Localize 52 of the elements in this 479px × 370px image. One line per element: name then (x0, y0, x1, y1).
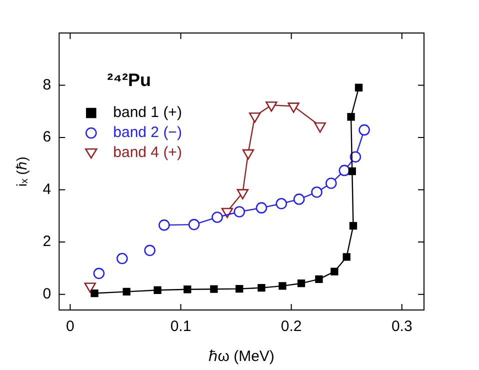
point (248, 112, 261, 123)
legend-label: band 1 (+) (113, 104, 182, 122)
point (288, 102, 300, 113)
y-tick-label: 8 (42, 76, 52, 94)
y-tick-label: 2 (42, 233, 52, 250)
point (212, 212, 223, 223)
point (221, 208, 234, 218)
legend-label: band 4 (+) (113, 144, 182, 162)
point (293, 194, 305, 205)
point (144, 244, 156, 256)
point (184, 286, 192, 294)
point (256, 202, 268, 214)
point (325, 178, 337, 189)
x-tick-label: 0 (66, 318, 74, 336)
point (188, 218, 200, 230)
point (234, 206, 246, 218)
point (258, 284, 266, 292)
point (116, 252, 128, 264)
point (354, 84, 363, 92)
y-tick-label: 6 (42, 128, 52, 146)
point (338, 164, 350, 176)
point (315, 275, 323, 283)
point (349, 222, 358, 230)
point (342, 253, 350, 261)
point (330, 268, 338, 276)
x-tick-label: 0.3 (391, 318, 412, 336)
point (93, 268, 105, 280)
text: ²⁴²Pu (107, 70, 152, 90)
x-tick-label: 0.2 (280, 318, 302, 336)
x-axis-title: ℏω (MeV) (208, 348, 274, 366)
point (278, 282, 286, 290)
point (266, 101, 278, 112)
point (311, 186, 322, 198)
point (297, 280, 306, 288)
y-tick-label: 0 (42, 285, 52, 302)
point (122, 288, 130, 296)
point (314, 122, 326, 133)
point (158, 219, 170, 231)
point (276, 198, 288, 210)
point (348, 167, 356, 176)
point (242, 149, 254, 160)
x-tick-label: 0.1 (170, 318, 192, 336)
point (347, 113, 355, 121)
point (236, 285, 244, 293)
point (236, 189, 249, 200)
point (154, 286, 162, 294)
y-axis-title: iₓ (ℏ) (13, 156, 30, 186)
legend-label: band 2 (−) (113, 124, 182, 142)
point (358, 124, 370, 136)
y-tick-label: 4 (42, 180, 52, 198)
point (210, 285, 218, 293)
point (90, 289, 98, 298)
